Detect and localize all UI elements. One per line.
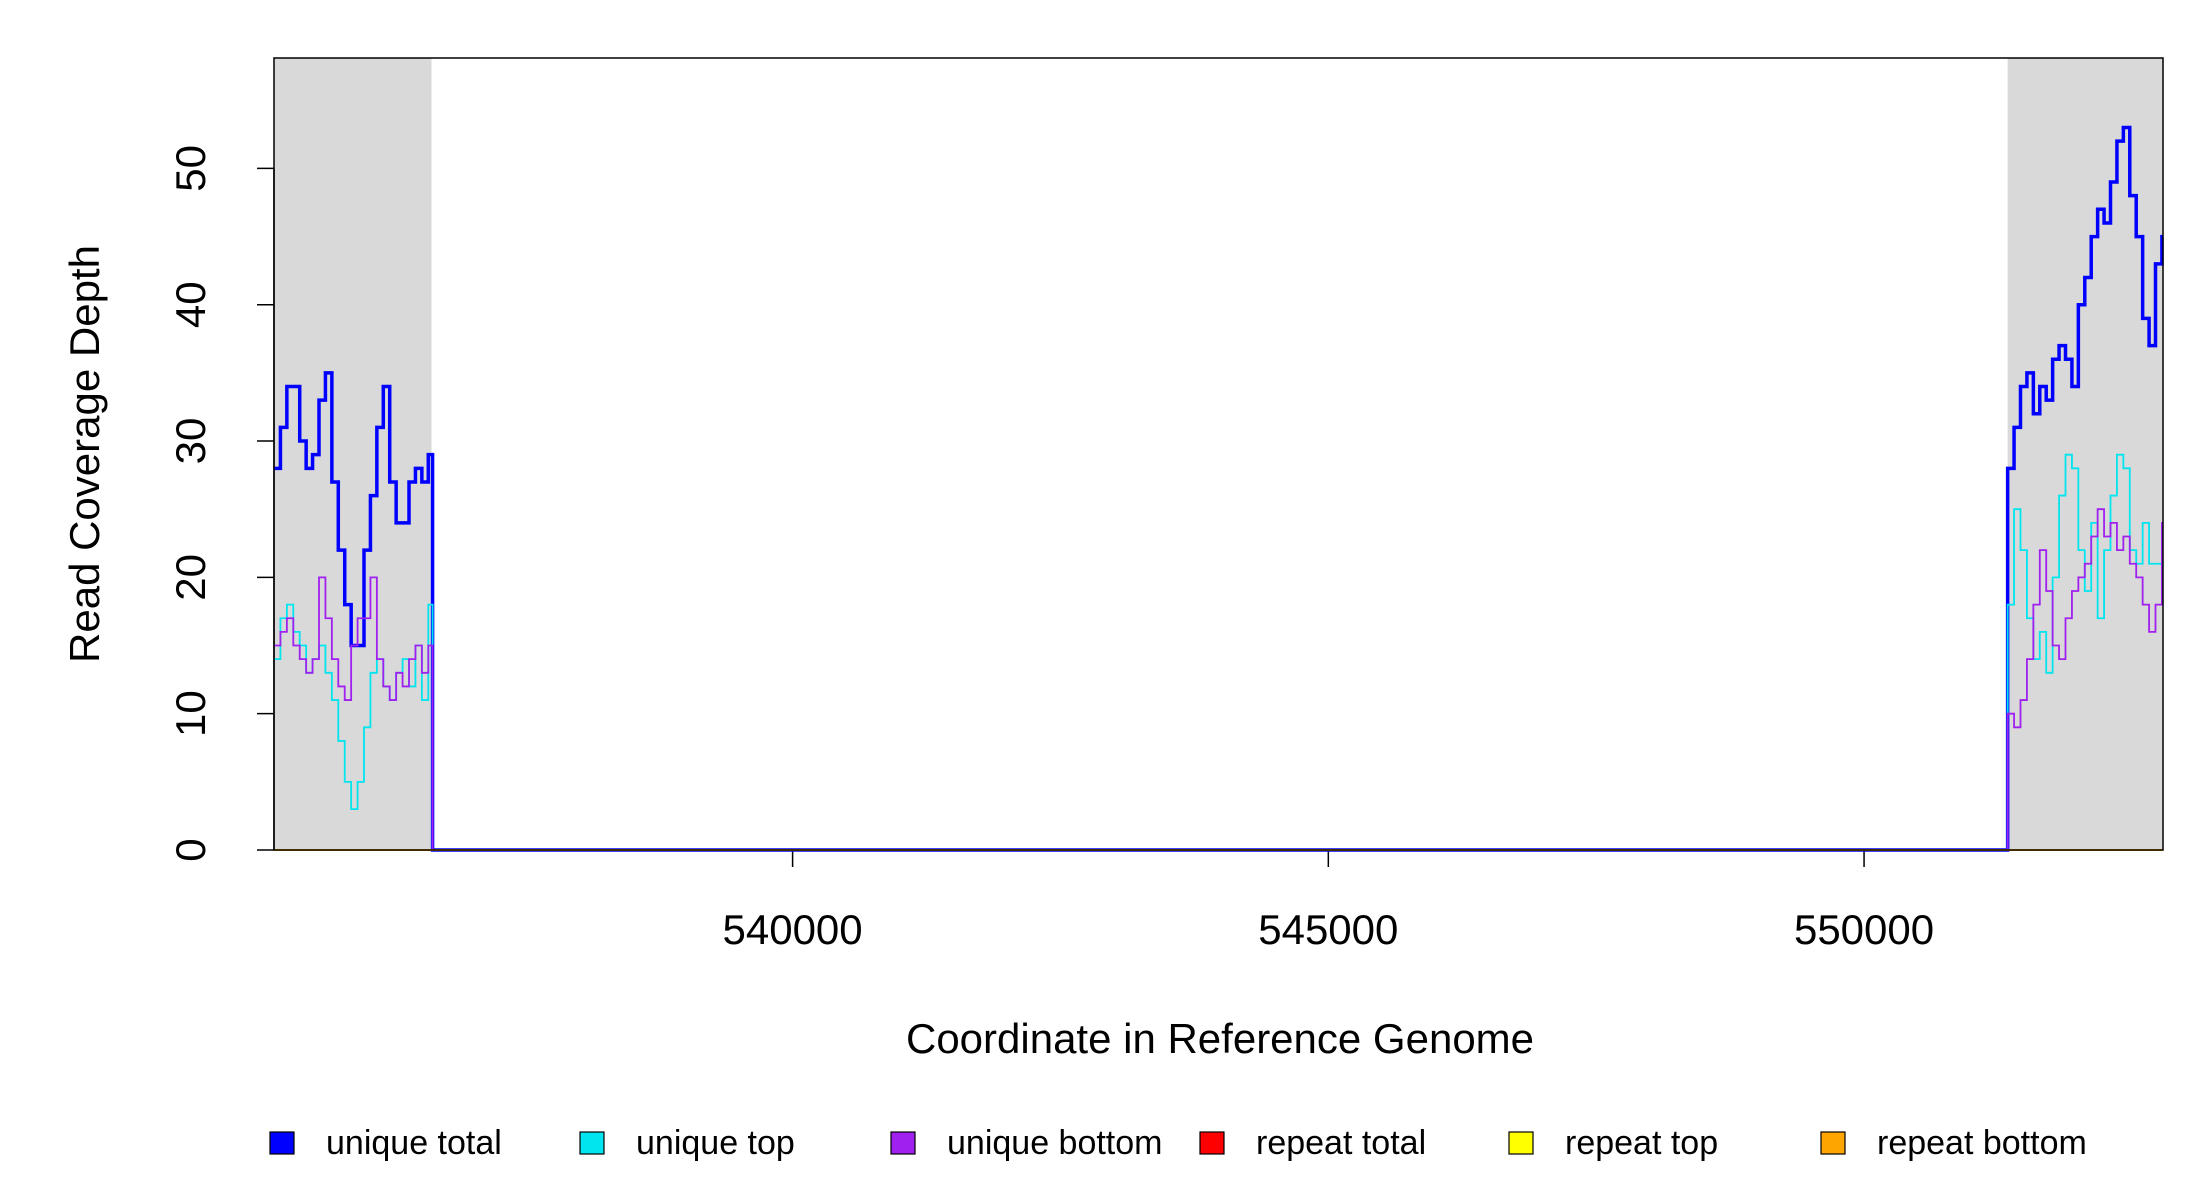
highlight-region	[2007, 58, 2163, 850]
y-tick-label: 40	[167, 281, 214, 328]
x-tick-label: 550000	[1794, 906, 1934, 953]
legend-label: unique bottom	[947, 1124, 1163, 1162]
legend-label: repeat bottom	[1877, 1124, 2087, 1162]
legend-swatch	[890, 1131, 916, 1155]
y-axis-title: Read Coverage Depth	[61, 245, 108, 663]
legend-label: repeat total	[1256, 1124, 1426, 1162]
legend-label: unique top	[636, 1124, 795, 1162]
legend-swatch	[579, 1131, 605, 1155]
x-axis-title: Coordinate in Reference Genome	[906, 1015, 1534, 1062]
legend-swatch	[1508, 1131, 1534, 1155]
legend-label: repeat top	[1565, 1124, 1718, 1162]
highlight-region	[274, 58, 432, 850]
y-tick-label: 30	[167, 418, 214, 465]
series-line	[274, 125, 2164, 852]
legend-swatch	[1820, 1131, 1846, 1155]
y-tick-label: 10	[167, 690, 214, 737]
series-line	[274, 508, 2163, 851]
x-tick-label: 545000	[1258, 906, 1398, 953]
plot-frame	[273, 57, 2164, 851]
series-line	[274, 453, 2163, 851]
legend-swatch	[269, 1131, 295, 1155]
legend-swatch	[1199, 1131, 1225, 1155]
y-tick-label: 20	[167, 554, 214, 601]
y-tick-label: 50	[167, 145, 214, 192]
x-tick-label: 540000	[723, 906, 863, 953]
y-tick-label: 0	[167, 838, 214, 861]
legend-label: unique total	[326, 1124, 502, 1162]
